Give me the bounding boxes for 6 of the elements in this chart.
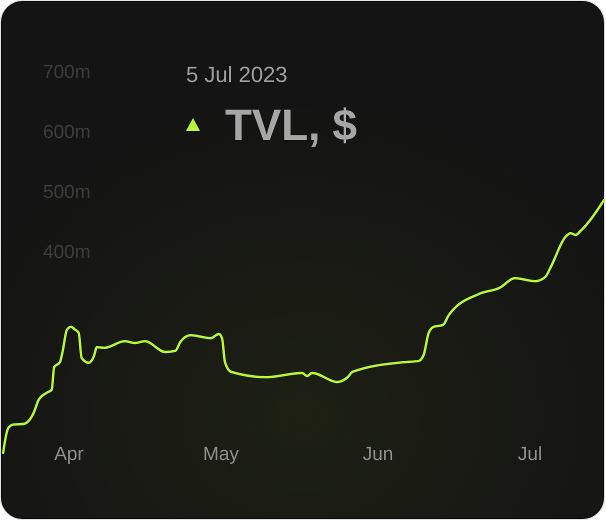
x-tick-label: Apr [54,444,84,466]
x-tick-label: Jul [518,444,542,466]
x-tick-label: Jun [362,444,394,466]
x-tick-label: May [203,444,240,466]
text: 5 Jul 2023 [186,62,288,87]
legend-label: TVL, $ [225,101,358,150]
